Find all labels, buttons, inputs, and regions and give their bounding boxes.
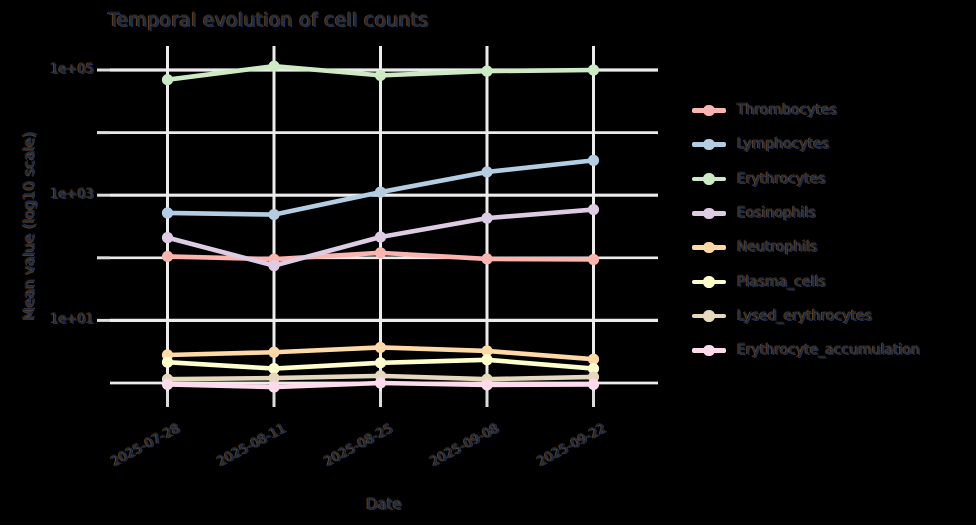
legend-label: Lymphocytes <box>737 136 830 153</box>
chart-title: Temporal evolution of cell counts <box>108 9 429 31</box>
legend-item-thrombocytes: Thrombocytes <box>690 93 920 127</box>
y-axis-title: Mean value (log10 scale) <box>20 131 38 321</box>
legend-label: Neutrophils <box>737 239 818 256</box>
point-plasma_cells <box>268 362 280 375</box>
legend-item-plasma_cells: Plasma_cells <box>690 264 920 298</box>
point-eosinophils <box>161 232 174 244</box>
point-erythrocytes <box>268 60 280 72</box>
point-neutrophils <box>481 345 493 357</box>
point-erythrocyte_accumulation <box>161 378 174 390</box>
point-erythrocytes <box>587 64 600 76</box>
point-erythrocytes <box>481 65 493 77</box>
legend-key-icon <box>690 204 728 222</box>
legend: Thrombocytes Lymphocytes Erythrocytes Eosin… <box>690 93 920 367</box>
point-erythrocytes <box>374 69 387 81</box>
point-eosinophils <box>587 203 600 216</box>
legend-label: Plasma_cells <box>737 273 826 290</box>
legend-label: Erythrocytes <box>737 170 826 187</box>
legend-item-eosinophils: Eosinophils <box>690 196 920 230</box>
point-lymphocytes <box>161 207 174 219</box>
point-plasma_cells <box>481 354 493 366</box>
point-lymphocytes <box>268 208 280 221</box>
legend-key-icon <box>690 238 728 256</box>
legend-label: Lysed_erythrocytes <box>737 307 873 324</box>
legend-item-neutrophils: Neutrophils <box>690 230 920 264</box>
point-eosinophils <box>374 231 387 243</box>
point-plasma_cells <box>587 362 600 375</box>
point-plasma_cells <box>374 357 387 369</box>
legend-key-icon <box>690 273 728 291</box>
legend-key-icon <box>690 307 728 325</box>
point-erythrocyte_accumulation <box>587 378 600 390</box>
legend-item-erythrocytes: Erythrocytes <box>690 162 920 196</box>
legend-item-lysed_erythrocytes: Lysed_erythrocytes <box>690 299 920 333</box>
y-tick-label: 1e+01 <box>50 312 94 328</box>
point-thrombocytes <box>374 247 387 259</box>
legend-key-icon <box>690 101 728 119</box>
point-erythrocyte_accumulation <box>374 377 387 389</box>
point-erythrocytes <box>161 74 174 86</box>
x-axis-title: Date <box>366 495 402 513</box>
point-erythrocyte_accumulation <box>268 381 280 393</box>
legend-label: Eosinophils <box>737 205 816 222</box>
point-neutrophils <box>374 341 387 354</box>
legend-label: Thrombocytes <box>737 102 837 119</box>
legend-item-lymphocytes: Lymphocytes <box>690 127 920 161</box>
legend-item-erythrocyte_accumulation: Erythrocyte_accumulation <box>690 333 920 367</box>
legend-key-icon <box>690 170 728 188</box>
point-neutrophils <box>587 353 600 365</box>
legend-key-icon <box>690 341 728 359</box>
point-eosinophils <box>268 260 280 272</box>
point-thrombocytes <box>161 250 174 263</box>
point-lymphocytes <box>374 186 387 198</box>
point-neutrophils <box>268 346 280 358</box>
point-thrombocytes <box>481 253 493 265</box>
point-lymphocytes <box>481 166 493 178</box>
point-eosinophils <box>481 212 493 224</box>
point-thrombocytes <box>587 253 600 266</box>
y-tick-label: 1e+03 <box>50 187 94 203</box>
point-lymphocytes <box>587 154 600 166</box>
legend-key-icon <box>690 135 728 153</box>
legend-label: Erythrocyte_accumulation <box>737 342 920 359</box>
point-erythrocyte_accumulation <box>481 379 493 391</box>
point-plasma_cells <box>161 356 174 368</box>
point-lysed_erythrocytes <box>268 372 280 384</box>
y-tick-label: 1e+05 <box>50 62 94 77</box>
